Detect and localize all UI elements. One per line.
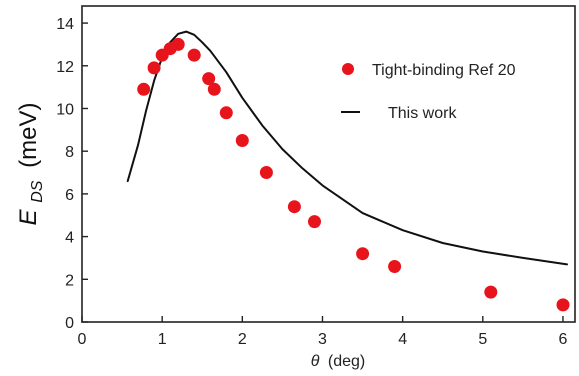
y-tick-label: 12	[56, 59, 74, 76]
y-axis-subscript: DS	[29, 180, 46, 203]
tight-binding-point	[356, 247, 370, 261]
y-tick-label: 10	[56, 101, 74, 118]
tight-binding-point	[219, 106, 233, 120]
tight-binding-point	[235, 134, 249, 147]
x-tick-label: 2	[238, 331, 247, 348]
x-tick-label: 6	[559, 331, 568, 348]
tight-binding-point	[388, 260, 402, 273]
plot-frame	[81, 5, 576, 323]
x-axis-title: θ (deg)	[311, 353, 366, 370]
x-axis-symbol: θ	[311, 353, 320, 370]
tight-binding-point	[556, 298, 570, 312]
x-tick-labels: 0 1 2 3 4 5 6	[78, 331, 568, 348]
tight-binding-point	[259, 166, 273, 179]
tight-binding-point	[171, 37, 185, 51]
x-tick-label: 3	[318, 331, 327, 348]
y-tick-labels: 0 2 4 6 8 10 12 14	[56, 16, 74, 332]
y-tick-label: 2	[65, 272, 74, 289]
y-tick-label: 6	[65, 187, 74, 204]
tight-binding-point	[287, 200, 301, 214]
tight-binding-point	[137, 82, 151, 96]
tight-binding-point	[207, 82, 221, 96]
y-axis-symbol: E	[15, 208, 42, 225]
x-tick-label: 4	[398, 331, 407, 348]
x-tick-label: 5	[478, 331, 487, 348]
tight-binding-point	[187, 48, 201, 62]
tight-binding-point	[147, 61, 161, 75]
x-tick-label: 1	[158, 331, 167, 348]
series-tight-binding	[137, 37, 570, 312]
tight-binding-point	[308, 215, 321, 229]
y-axis-units: (meV)	[15, 103, 42, 168]
y-axis-title: E DS (meV)	[15, 103, 48, 226]
legend-marker-tight-binding	[342, 63, 354, 75]
axis-ticks	[81, 22, 564, 323]
legend-label-tight-binding: Tight-binding Ref 20	[372, 62, 516, 79]
y-tick-label: 14	[56, 16, 74, 33]
x-axis-units: (deg)	[328, 353, 365, 370]
x-tick-label: 0	[78, 331, 87, 348]
y-tick-label: 8	[65, 144, 74, 161]
y-tick-label: 0	[65, 315, 74, 332]
tight-binding-point	[484, 285, 498, 299]
y-tick-label: 4	[65, 230, 74, 247]
legend: Tight-binding Ref 20 This work	[341, 62, 516, 122]
legend-label-this-work: This work	[388, 105, 457, 122]
tight-binding-point	[202, 72, 216, 86]
